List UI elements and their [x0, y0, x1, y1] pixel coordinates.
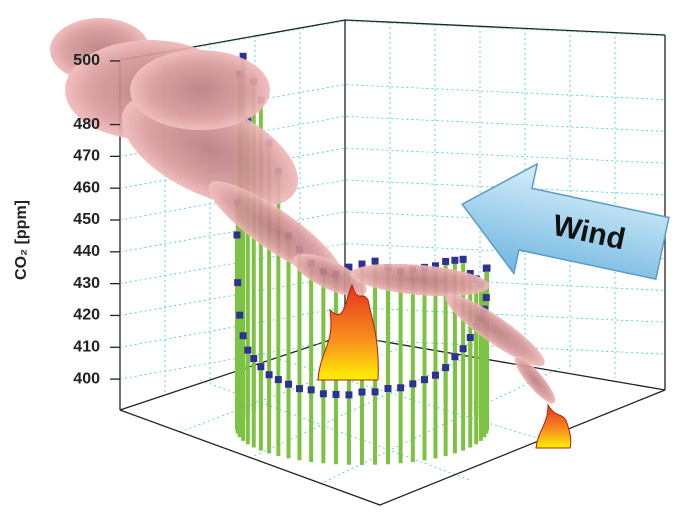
marker: [308, 386, 315, 393]
marker: [257, 363, 264, 370]
marker: [484, 265, 491, 272]
box-back-floor: [120, 335, 665, 410]
y-tick-label: 410: [73, 338, 100, 355]
y-tick-label: 450: [73, 211, 100, 228]
marker: [483, 294, 490, 301]
marker: [285, 381, 292, 388]
marker: [275, 376, 282, 383]
marker: [432, 372, 439, 379]
y-tick-label: 400: [73, 370, 100, 387]
marker: [442, 258, 449, 265]
marker: [296, 385, 303, 392]
y-tick-label: 440: [73, 243, 100, 260]
box-front-floor: [120, 390, 665, 505]
marker: [372, 258, 379, 265]
marker: [467, 334, 474, 341]
marker: [250, 355, 257, 362]
grid-line-floor: [275, 358, 560, 445]
marker: [244, 347, 251, 354]
fire-source: [536, 405, 571, 448]
marker: [234, 279, 241, 286]
marker: [240, 332, 247, 339]
marker: [460, 256, 467, 263]
y-tick-label: 500: [73, 52, 100, 69]
marker: [266, 371, 273, 378]
y-tick-label: 460: [73, 179, 100, 196]
marker: [320, 390, 327, 397]
marker: [409, 380, 416, 387]
marker: [451, 257, 458, 264]
y-tick-label: 470: [73, 148, 100, 165]
y-tick-label: 430: [73, 275, 100, 292]
marker: [234, 232, 241, 239]
marker: [442, 364, 449, 371]
marker: [421, 376, 428, 383]
grid-line-floor: [320, 368, 560, 484]
y-tick-label: 420: [73, 307, 100, 324]
marker: [372, 388, 379, 395]
stems: [234, 53, 491, 465]
y-axis-label: CO₂ [ppm]: [13, 200, 30, 280]
y-tick-label: 480: [73, 116, 100, 133]
marker: [384, 385, 391, 392]
marker: [397, 384, 404, 391]
marker: [236, 312, 243, 319]
marker: [345, 391, 352, 398]
marker: [359, 389, 366, 396]
marker: [451, 353, 458, 360]
marker: [460, 345, 467, 352]
fire-center: [318, 285, 378, 380]
grid-line: [120, 339, 665, 379]
smoke: [130, 50, 270, 130]
chart: Wind CO₂ [ppm] 4004104204304404504604704…: [0, 0, 684, 525]
marker: [333, 391, 340, 398]
